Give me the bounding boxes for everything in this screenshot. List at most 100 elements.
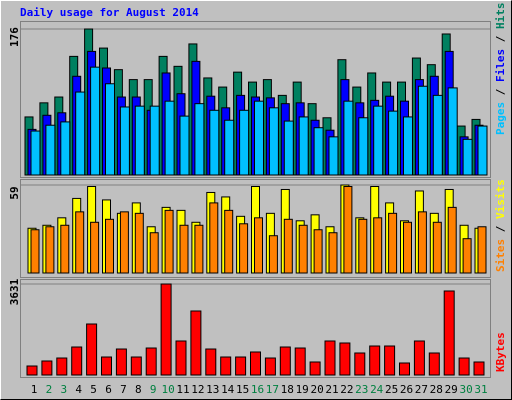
legend-entry: Files	[494, 49, 507, 82]
x-tick-label: 28	[430, 383, 443, 396]
bar	[328, 136, 339, 176]
bar	[209, 202, 219, 274]
x-tick-label: 4	[75, 383, 82, 396]
bar	[164, 100, 175, 176]
bar	[220, 356, 232, 376]
bar	[354, 352, 366, 376]
bar	[90, 221, 100, 274]
bar	[224, 119, 235, 176]
bar	[279, 346, 291, 376]
x-tick-label: 18	[281, 383, 294, 396]
bar	[313, 229, 323, 274]
bar	[205, 348, 217, 376]
x-tick-label: 6	[105, 383, 112, 396]
bar	[313, 127, 324, 176]
bar	[250, 351, 261, 376]
bar	[145, 347, 157, 376]
bar	[309, 361, 321, 376]
bar	[149, 232, 159, 274]
bar	[254, 217, 263, 274]
bar	[369, 345, 381, 376]
bar	[45, 226, 55, 274]
bar	[75, 211, 85, 274]
bar	[115, 348, 127, 376]
x-tick-label: 11	[176, 383, 189, 396]
bar	[179, 115, 190, 176]
bar	[358, 117, 369, 176]
x-tick-label: 22	[340, 383, 353, 396]
bar	[428, 352, 440, 376]
bar	[149, 105, 160, 176]
x-tick-label: 25	[385, 383, 398, 396]
bar	[328, 232, 338, 274]
chart-title: Daily usage for August 2014	[20, 6, 199, 19]
bar	[283, 218, 293, 274]
bar	[30, 130, 41, 176]
bar	[268, 235, 278, 274]
bar	[417, 85, 428, 176]
bar	[164, 209, 174, 274]
x-tick-label: 8	[135, 383, 142, 396]
bar	[373, 217, 383, 274]
x-tick-label: 9	[150, 383, 157, 396]
bar	[26, 365, 38, 376]
legend-entry: Sites	[494, 239, 507, 272]
bar	[298, 224, 308, 274]
x-tick-label: 23	[355, 383, 368, 396]
bar	[264, 357, 276, 376]
bar	[105, 218, 114, 274]
bar	[432, 94, 443, 176]
bar	[190, 310, 202, 376]
legend: Pages / Files / Hits	[494, 3, 507, 136]
x-tick-label: 19	[296, 383, 309, 396]
legend-entry: Hits	[494, 3, 507, 30]
bar	[477, 226, 487, 274]
bar	[473, 361, 485, 376]
bar	[343, 185, 353, 274]
bar	[324, 340, 336, 376]
bar	[30, 229, 40, 274]
bar	[462, 238, 472, 274]
x-tick-label: 30	[459, 383, 472, 396]
bar	[194, 103, 205, 176]
legend-separator: /	[494, 219, 507, 239]
bar	[358, 218, 368, 274]
bar	[209, 109, 220, 176]
bar	[399, 362, 410, 376]
legend: Sites / Visits	[494, 179, 507, 272]
bar	[90, 66, 101, 176]
bar	[134, 212, 144, 274]
bar	[339, 342, 351, 376]
bar	[105, 83, 115, 176]
x-tick-label: 12	[191, 383, 204, 396]
x-tick-label: 16	[251, 383, 264, 396]
x-tick-label: 29	[445, 383, 458, 396]
bar	[447, 206, 457, 274]
bar	[384, 345, 396, 376]
bar	[71, 346, 83, 376]
x-tick-label: 1	[31, 383, 38, 396]
bar	[239, 223, 249, 274]
legend-separator: /	[494, 29, 507, 49]
x-tick-label: 3	[60, 383, 67, 396]
bar	[403, 116, 413, 176]
bar	[268, 107, 279, 176]
bar	[388, 212, 398, 274]
x-tick-label: 27	[415, 383, 428, 396]
bar	[175, 340, 187, 376]
bar	[458, 357, 470, 376]
bar	[41, 360, 53, 376]
y-tick-label: 59	[8, 186, 21, 199]
bar	[413, 340, 425, 376]
bar	[134, 105, 145, 176]
legend: KBytes	[494, 332, 507, 372]
bar	[119, 211, 129, 274]
bar	[254, 100, 264, 176]
x-tick-label: 15	[236, 383, 249, 396]
x-tick-label: 24	[370, 383, 384, 396]
bar	[194, 224, 204, 274]
bar	[45, 124, 56, 176]
bar	[388, 110, 399, 176]
